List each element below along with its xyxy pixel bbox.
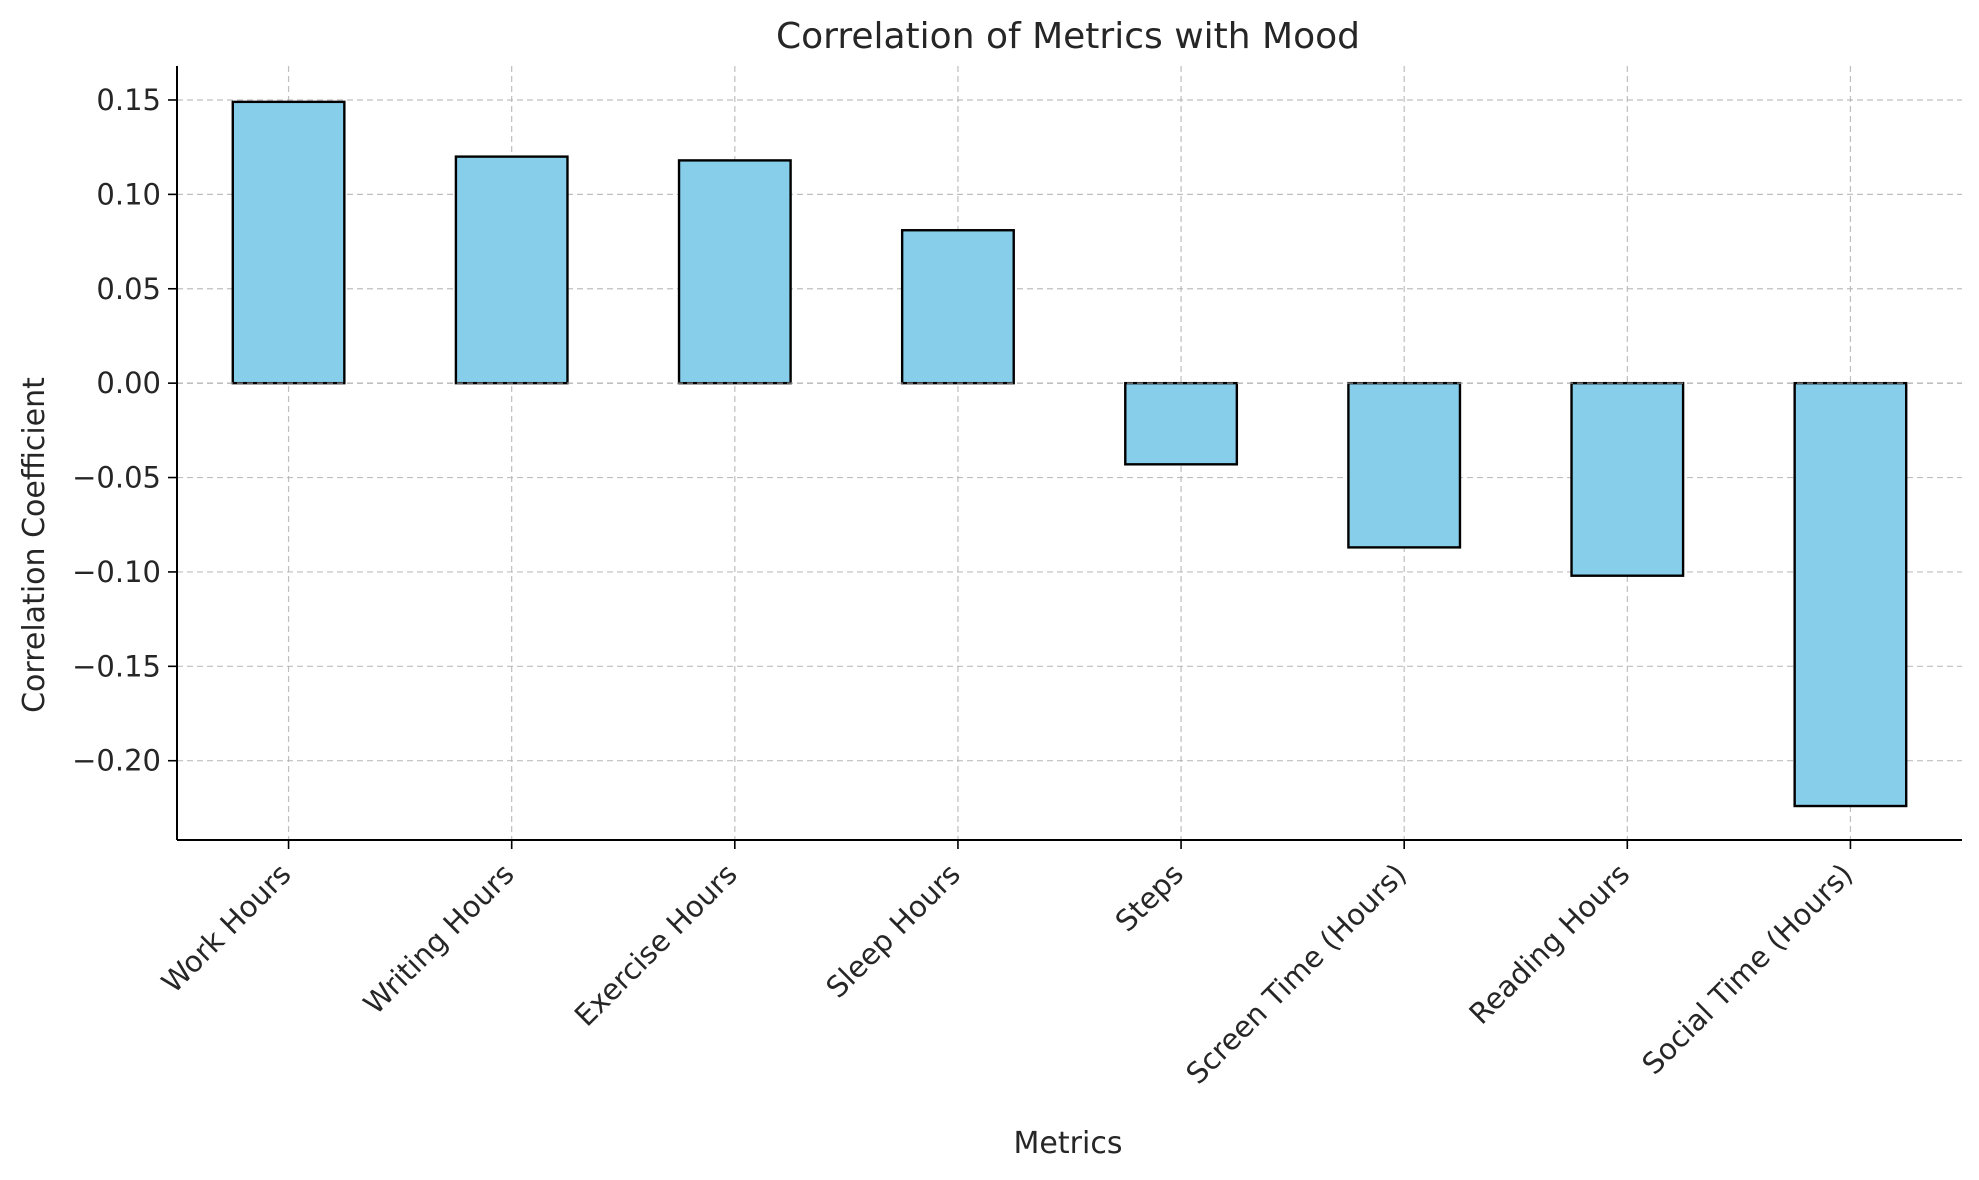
bar-social-time-hours	[1793, 381, 1908, 808]
x-axis-label: Metrics	[1014, 1126, 1123, 1161]
y-tick-label: 0.10	[96, 177, 161, 211]
y-axis-label: Correlation Coefficient	[17, 377, 52, 713]
bar-screen-time-hours	[1347, 381, 1462, 549]
bar-steps	[1124, 381, 1239, 466]
x-tick-label: Writing Hours	[357, 857, 521, 1021]
bar-work-hours	[231, 100, 346, 385]
x-tick-label: Reading Hours	[1462, 857, 1636, 1031]
x-tick-label: Screen Time (Hours)	[1179, 857, 1413, 1091]
x-tick-label: Work Hours	[155, 857, 298, 1000]
x-tick-label: Sleep Hours	[819, 857, 967, 1005]
x-tick-label: Steps	[1109, 857, 1190, 938]
bar-sleep-hours	[900, 229, 1015, 385]
y-tick-label: 0.05	[96, 272, 161, 306]
chart-title: Correlation of Metrics with Mood	[776, 16, 1360, 57]
bar-exercise-hours	[677, 159, 792, 385]
y-tick-label: −0.15	[72, 649, 161, 683]
bars	[177, 100, 1962, 808]
axes	[176, 66, 1962, 841]
y-tick-label: −0.05	[72, 461, 161, 495]
bar-reading-hours	[1570, 381, 1685, 577]
x-tick-label: Exercise Hours	[568, 857, 744, 1033]
y-tick-label: 0.00	[96, 366, 161, 400]
y-tick-label: 0.15	[96, 83, 161, 117]
y-tick-label: −0.10	[72, 555, 161, 589]
y-tick-label: −0.20	[72, 744, 161, 778]
x-axis-ticks: Work Hours Writing Hours Exercise Hours Sle…	[155, 840, 1859, 1091]
y-axis-ticks: 0.15 0.10 0.05 0.00 −0.05 −0.10 −0.15 −0.20	[72, 83, 177, 778]
x-tick-label: Social Time (Hours)	[1635, 857, 1859, 1081]
y-gridlines	[177, 99, 1962, 762]
bar-writing-hours	[454, 155, 569, 385]
